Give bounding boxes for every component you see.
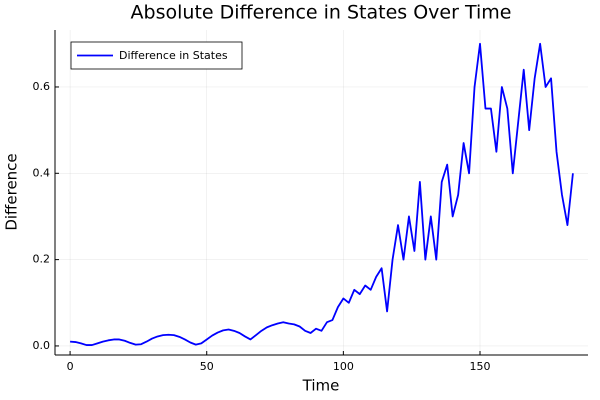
y-axis-label: Difference bbox=[3, 153, 21, 230]
y-tick-label: 0.6 bbox=[33, 80, 51, 93]
chart-title: Absolute Difference in States Over Time bbox=[131, 2, 512, 24]
y-tick-label: 0.4 bbox=[33, 166, 51, 179]
x-tick-label: 100 bbox=[333, 360, 354, 373]
x-tick-label: 150 bbox=[470, 360, 491, 373]
legend-box bbox=[70, 41, 243, 70]
x-tick-label: 0 bbox=[67, 360, 74, 373]
x-axis-label: Time bbox=[302, 377, 340, 395]
y-tick-label: 0.0 bbox=[33, 339, 51, 352]
x-tick-label: 50 bbox=[200, 360, 214, 373]
y-tick-label: 0.2 bbox=[33, 253, 51, 266]
legend-label: Difference in States bbox=[119, 49, 228, 62]
data-line bbox=[70, 42, 574, 346]
